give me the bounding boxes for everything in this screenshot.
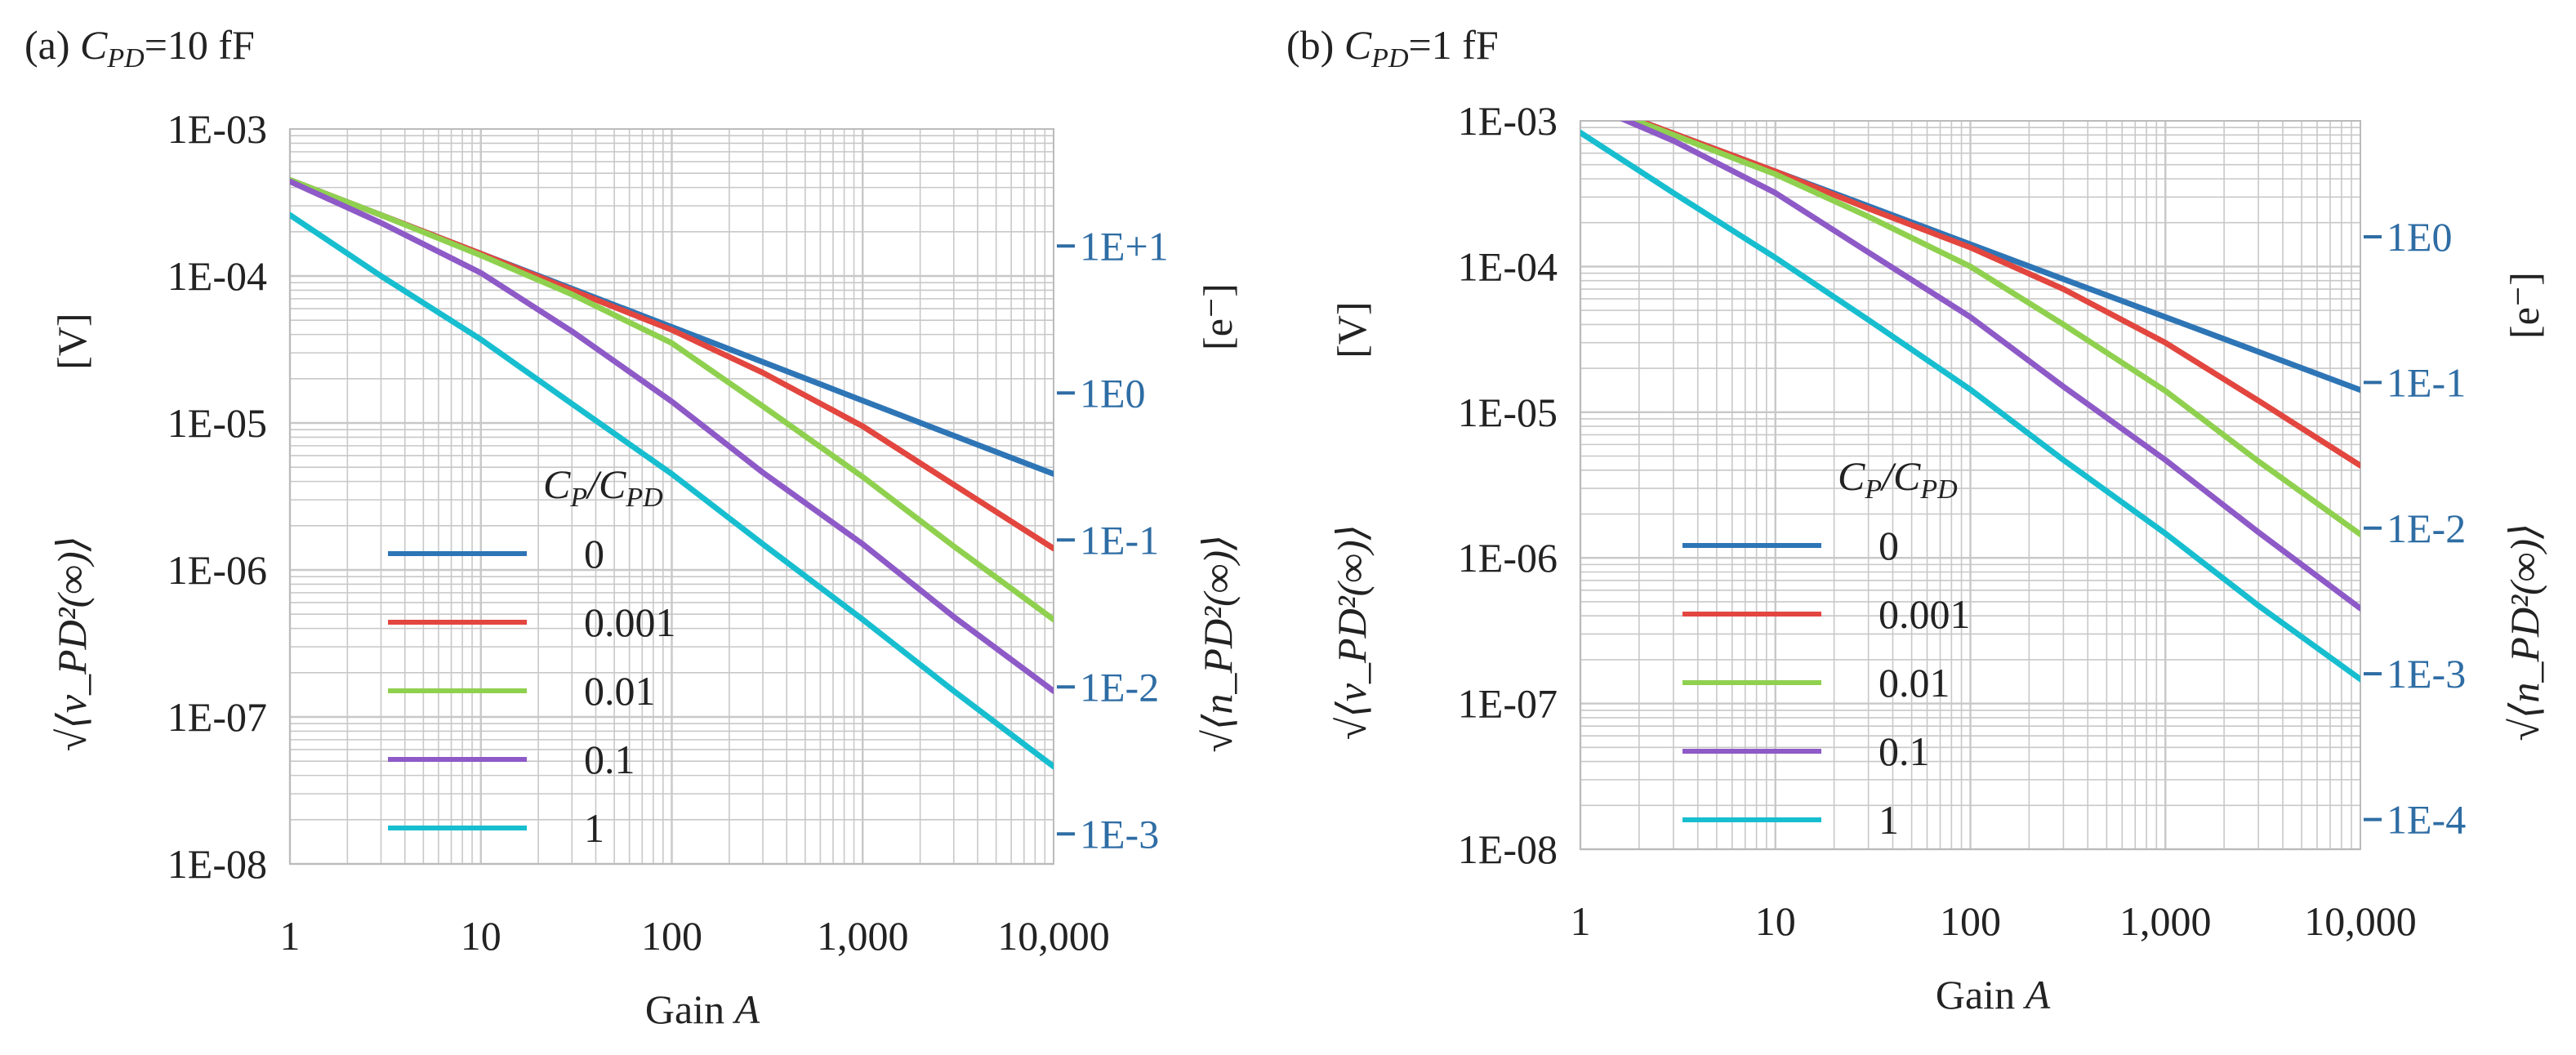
y-tick-label: 1E-05 <box>1458 390 1558 435</box>
grid <box>1579 121 2360 851</box>
right-tick-label: 1E-4 <box>2387 797 2466 843</box>
y-axis-label: √⟨v_PD²(∞)⟩ [V] <box>1329 301 1375 740</box>
series-line-0.1 <box>1620 121 2360 612</box>
series-line-0.1 <box>290 178 1054 694</box>
right-tick-label: 1E-2 <box>1080 664 1159 710</box>
legend-label: 1 <box>1879 797 1899 843</box>
y-tick-label: 1E-04 <box>1458 243 1558 289</box>
legend-label: 0.001 <box>1879 591 1971 637</box>
x-tick-label: 10 <box>461 913 501 959</box>
right-tick-label: 1E-2 <box>2387 505 2466 551</box>
series-line-0.01 <box>1628 121 2360 537</box>
right-axis-unit: [e⁻] <box>2502 272 2547 339</box>
y-tick-label: 1E-06 <box>167 547 267 593</box>
right-tick-label: 1E-1 <box>2387 359 2466 405</box>
right-axis-symbol: √⟨n_PD²(∞)⟩ <box>2502 523 2547 741</box>
x-tick-label: 10 <box>1755 898 1796 944</box>
right-tick-label: 1E+1 <box>1080 223 1169 269</box>
right-tick-label: 1E-3 <box>2387 651 2466 697</box>
legend-label: 0.1 <box>1879 728 1930 774</box>
y-axis-symbol: √⟨v_PD²(∞)⟩ <box>1329 524 1375 740</box>
y-tick-label: 1E-03 <box>1458 98 1558 144</box>
legend: CP/CPD 0 0.001 0.01 0.1 1 <box>1682 453 1971 843</box>
right-axis-unit: [e⁻] <box>1195 283 1241 350</box>
y-axis-unit: [V] <box>49 313 95 369</box>
legend-label: 0.01 <box>1879 660 1950 706</box>
y-tick-label: 1E-07 <box>167 694 267 740</box>
x-tick-label: 10,000 <box>997 913 1110 959</box>
x-axis-label: Gain A <box>645 986 760 1032</box>
legend-label: 0 <box>1879 523 1899 568</box>
grid <box>288 129 1054 866</box>
y-axis-symbol: √⟨v_PD²(∞)⟩ <box>49 536 95 751</box>
x-tick-label: 10,000 <box>2304 898 2417 944</box>
y-tick-label: 1E-08 <box>1458 826 1558 872</box>
series-line-1 <box>1580 129 2360 683</box>
panel-title: (b) CPD=1 fF <box>1286 22 1499 73</box>
series-line-0.01 <box>290 176 1054 623</box>
series-line-1 <box>290 211 1054 770</box>
plot-frame <box>1580 120 2361 850</box>
legend-label: 0.01 <box>584 668 656 714</box>
right-axis-symbol: √⟨n_PD²(∞)⟩ <box>1195 534 1241 752</box>
right-tick-label: 1E-1 <box>1080 517 1159 563</box>
legend-label: 1 <box>584 805 604 851</box>
y-tick-label: 1E-07 <box>1458 681 1558 727</box>
right-tick-label: 1E0 <box>1080 370 1146 416</box>
legend-title: CP/CPD <box>543 461 663 513</box>
x-tick-label: 100 <box>1940 898 2001 944</box>
panel-title: (a) CPD=10 fF <box>25 22 255 73</box>
x-tick-label: 1,000 <box>2119 898 2212 944</box>
y-axis-label: √⟨v_PD²(∞)⟩ [V] <box>49 313 95 751</box>
legend-label: 0.001 <box>584 599 676 645</box>
y-tick-label: 1E-04 <box>167 253 267 299</box>
series-group <box>290 176 1054 770</box>
right-axis-label: √⟨n_PD²(∞)⟩ [e⁻] <box>2502 272 2547 741</box>
legend: CP/CPD 0 0.001 0.01 0.1 1 <box>388 461 676 851</box>
legend-label: 0 <box>584 531 604 576</box>
x-tick-label: 100 <box>641 913 702 959</box>
series-group <box>1580 121 2360 683</box>
y-tick-label: 1E-06 <box>1458 535 1558 581</box>
x-tick-label: 1 <box>1571 898 1591 944</box>
right-axis-label: √⟨n_PD²(∞)⟩ [e⁻] <box>1195 283 1241 752</box>
x-tick-label: 1 <box>280 913 301 959</box>
x-axis-label: Gain A <box>1936 972 2051 1017</box>
y-tick-label: 1E-08 <box>167 841 267 887</box>
right-tick-label: 1E-3 <box>1080 811 1159 857</box>
plot-frame <box>289 128 1054 865</box>
y-tick-label: 1E-03 <box>167 106 267 152</box>
y-tick-label: 1E-05 <box>167 400 267 446</box>
right-tick-label: 1E0 <box>2387 214 2453 260</box>
panel-a: (a) CPD=10 fF 1E-03 1E-04 1E-05 1E-06 1E-07 1E… <box>25 22 1241 1032</box>
legend-title: CP/CPD <box>1838 453 1958 505</box>
legend-label: 0.1 <box>584 737 635 782</box>
y-axis-unit: [V] <box>1329 301 1375 358</box>
panel-b: (b) CPD=1 fF 1E-03 1E-04 1E-05 1E-06 1E-07 1E-… <box>1286 22 2547 1017</box>
x-tick-label: 1,000 <box>817 913 909 959</box>
